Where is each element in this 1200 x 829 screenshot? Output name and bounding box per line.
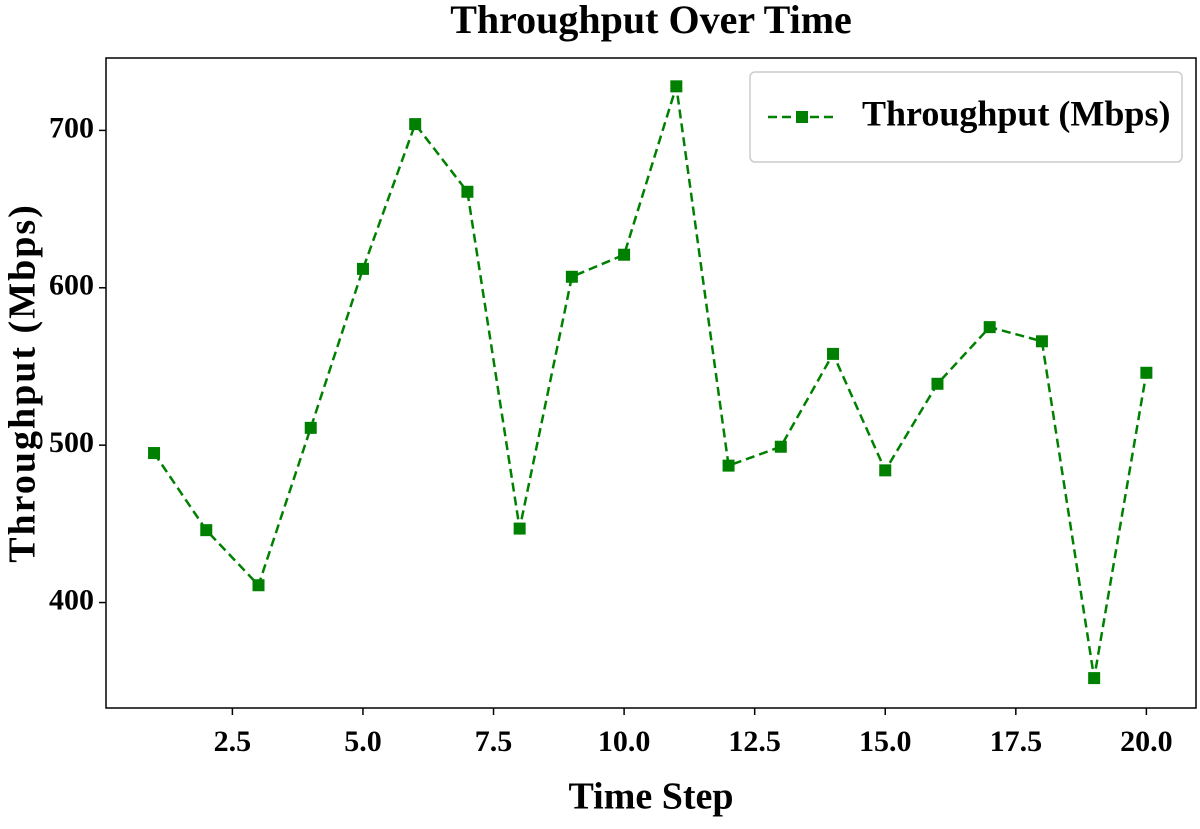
data-marker	[252, 579, 265, 592]
data-marker	[722, 459, 735, 472]
x-tick-label: 15.0	[859, 725, 912, 758]
data-marker	[513, 522, 526, 535]
data-marker	[931, 377, 944, 390]
y-tick-label: 500	[49, 426, 94, 459]
legend-box	[749, 71, 1183, 163]
data-marker	[774, 440, 787, 453]
data-marker	[304, 421, 317, 434]
y-tick-label: 600	[49, 269, 94, 302]
y-tick-label: 400	[49, 583, 94, 616]
y-tick-label: 700	[49, 111, 94, 144]
data-marker	[461, 185, 474, 198]
x-tick-label: 20.0	[1120, 725, 1173, 758]
data-marker	[409, 118, 422, 131]
data-marker	[879, 464, 892, 477]
x-tick-label: 17.5	[990, 725, 1043, 758]
chart-title: Throughput Over Time	[450, 0, 852, 42]
data-marker	[1140, 366, 1153, 379]
legend-label: Throughput (Mbps)	[862, 93, 1170, 133]
x-tick-label: 12.5	[728, 725, 781, 758]
x-tick-label: 5.0	[344, 725, 382, 758]
data-marker	[618, 248, 631, 261]
x-tick-label: 2.5	[214, 725, 252, 758]
x-tick-label: 7.5	[475, 725, 513, 758]
data-marker	[1035, 335, 1048, 348]
data-marker	[983, 321, 996, 334]
data-marker	[356, 262, 369, 275]
data-line	[153, 85, 1148, 679]
plot-frame	[105, 57, 1197, 709]
data-marker	[1088, 672, 1101, 685]
y-axis-label: Throughput (Mbps)	[2, 203, 44, 563]
x-axis-label: Time Step	[568, 776, 733, 818]
data-marker	[670, 80, 683, 93]
legend-marker	[796, 111, 808, 123]
data-marker	[827, 347, 840, 360]
data-marker	[565, 270, 578, 283]
x-tick-label: 10.0	[598, 725, 651, 758]
data-marker	[148, 447, 161, 460]
data-marker	[200, 524, 213, 537]
